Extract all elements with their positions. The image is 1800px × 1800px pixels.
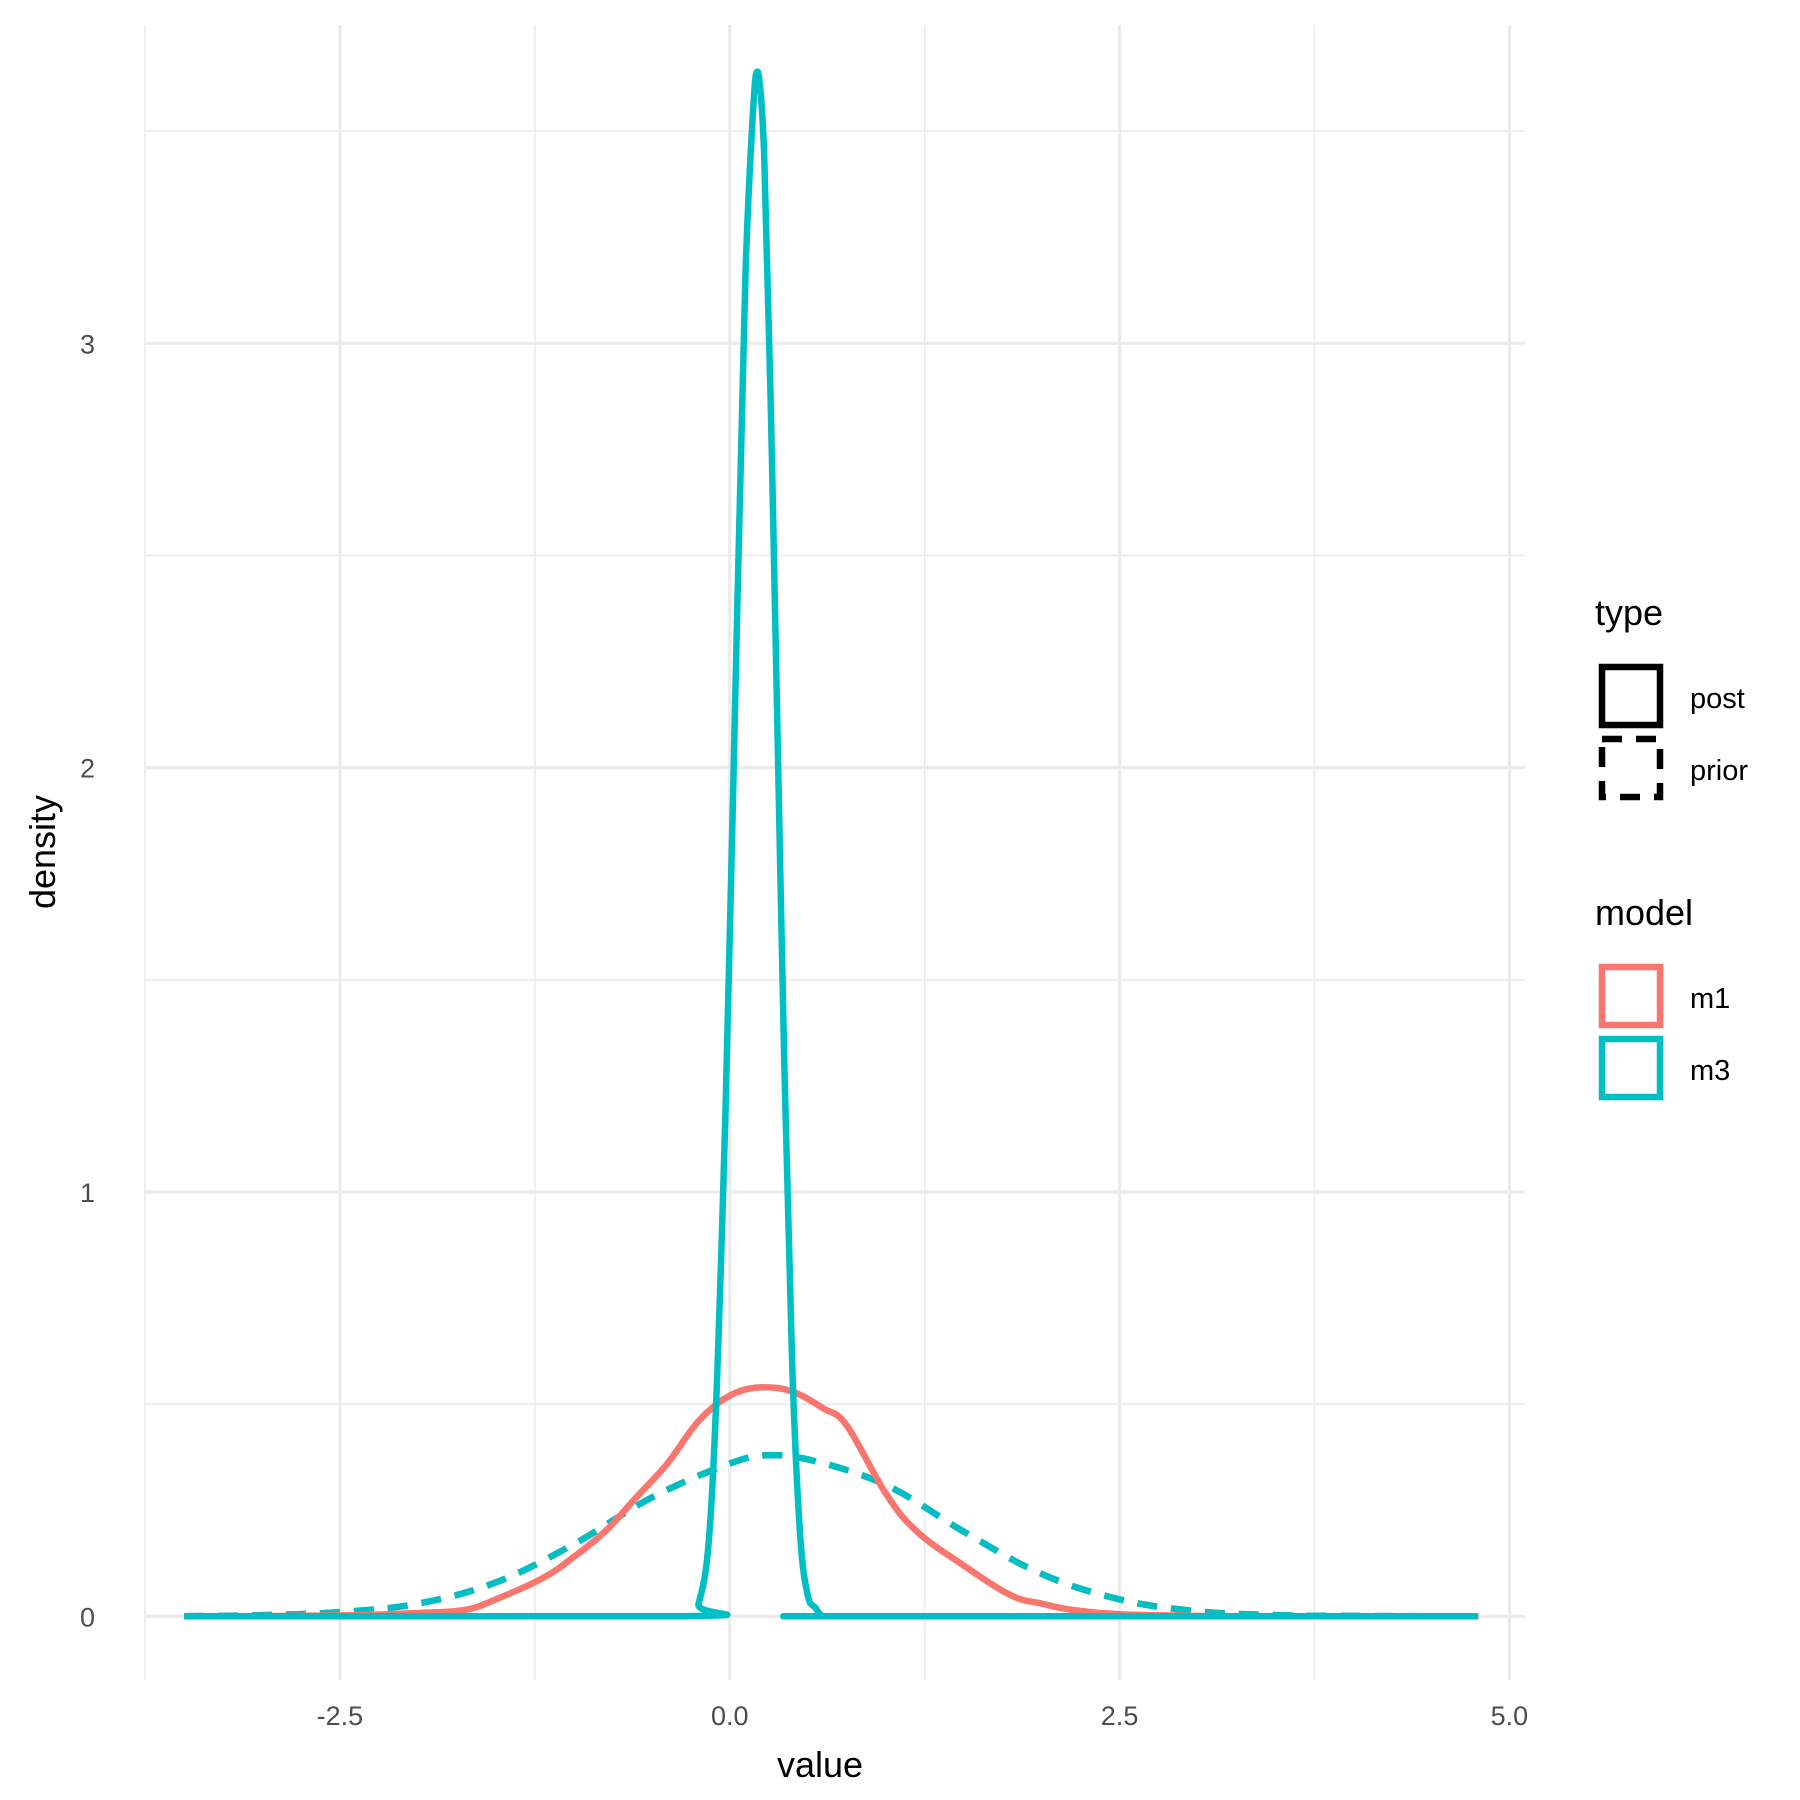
grid	[144, 25, 1525, 1680]
legend-key-m3	[1598, 1035, 1664, 1101]
series-line-m1-prior	[183, 1451, 1479, 1620]
x-tick-label: 0.0	[711, 1701, 749, 1731]
series-line-m3-post	[183, 68, 1479, 1620]
y-tick-labels: 0 1 2 3	[80, 329, 95, 1632]
legend-key-prior	[1598, 735, 1664, 801]
series-lines	[183, 68, 1479, 1620]
series-line-m3-prior	[183, 1451, 1479, 1620]
x-tick-label: -2.5	[317, 1701, 364, 1731]
legend-title-model: model	[1595, 892, 1693, 933]
y-tick-label: 3	[80, 329, 95, 359]
legend-label-post: post	[1690, 683, 1745, 715]
legend-label-prior: prior	[1690, 755, 1748, 787]
legend-label-m1: m1	[1690, 983, 1730, 1015]
y-tick-label: 0	[80, 1602, 95, 1632]
y-axis-title: density	[22, 795, 63, 909]
legend-key-post	[1598, 663, 1664, 729]
legend-title-type: type	[1595, 592, 1663, 633]
y-tick-label: 2	[80, 754, 95, 784]
x-axis-title: value	[777, 1744, 863, 1785]
x-tick-label: 2.5	[1101, 1701, 1139, 1731]
legend-label-m3: m3	[1690, 1055, 1730, 1087]
legend-key-m1	[1598, 963, 1664, 1029]
legend: type post prior model m1 m3	[1595, 592, 1748, 1101]
x-tick-labels: -2.5 0.0 2.5 5.0	[317, 1701, 1529, 1731]
x-tick-label: 5.0	[1491, 1701, 1529, 1731]
series-line-m1-post	[183, 1383, 1479, 1620]
y-tick-label: 1	[80, 1178, 95, 1208]
